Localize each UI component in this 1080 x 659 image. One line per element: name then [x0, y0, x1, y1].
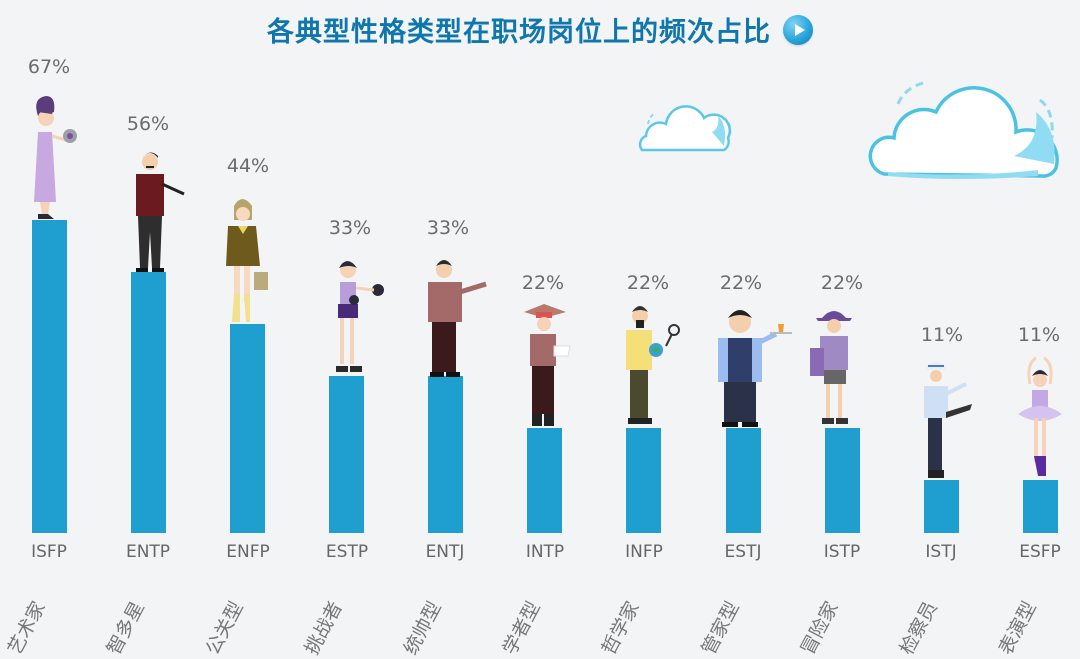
- category-code: ENTP: [125, 542, 171, 562]
- category-name: 表演型: [994, 597, 1041, 659]
- category-code: INFP: [625, 542, 663, 562]
- category-code: ENTJ: [425, 542, 465, 562]
- boxer-figure: [336, 261, 384, 372]
- category-code: ESTP: [325, 542, 369, 562]
- category-name: 检察员: [895, 597, 942, 659]
- cloud-icon: [868, 80, 1059, 179]
- value-label: 33%: [426, 217, 470, 239]
- presenter-figure: [136, 152, 185, 272]
- pr-woman-figure: [226, 199, 268, 322]
- category-code: ISTJ: [925, 542, 957, 562]
- bar-istj[interactable]: [924, 480, 959, 533]
- category-name: 挑战者: [300, 597, 347, 659]
- value-label: 56%: [126, 113, 170, 135]
- value-label: 22%: [521, 272, 565, 294]
- bar-estj[interactable]: [726, 428, 761, 533]
- inspector-figure: [924, 362, 972, 478]
- category-name: 公关型: [201, 597, 248, 659]
- value-label: 44%: [226, 155, 270, 177]
- bar-estp[interactable]: [329, 376, 364, 533]
- bar-infp[interactable]: [626, 428, 661, 533]
- category-name: 统帅型: [399, 597, 446, 659]
- play-circle-icon[interactable]: [783, 14, 813, 45]
- chart-title: 各典型性格类型在职场岗位上的频次占比: [0, 10, 1080, 49]
- bar-istp[interactable]: [825, 428, 860, 533]
- bar-entj[interactable]: [428, 376, 463, 533]
- category-code: ESTJ: [724, 542, 762, 562]
- category-code: ENFP: [226, 542, 270, 562]
- value-label: 22%: [626, 272, 670, 294]
- bar-enfp[interactable]: [230, 324, 265, 533]
- category-name: 哲学家: [597, 597, 644, 659]
- value-label: 22%: [820, 272, 864, 294]
- bar-entp[interactable]: [131, 272, 166, 533]
- commander-figure: [428, 260, 487, 377]
- chart-title-text: 各典型性格类型在职场岗位上的频次占比: [267, 17, 771, 48]
- bar-isfp[interactable]: [32, 220, 67, 533]
- value-label: 67%: [27, 56, 71, 78]
- category-name: 冒险家: [796, 597, 843, 659]
- value-label: 11%: [920, 324, 964, 346]
- value-label: 33%: [328, 217, 372, 239]
- value-label: 11%: [1017, 324, 1061, 346]
- category-name: 艺术家: [3, 597, 50, 659]
- category-name: 智多星: [102, 597, 149, 659]
- ballerina-figure: [1018, 356, 1062, 476]
- graduate-figure: [524, 304, 571, 426]
- category-code: ISTP: [823, 542, 861, 562]
- bar-esfp[interactable]: [1023, 480, 1058, 533]
- artist-figure: [34, 96, 77, 219]
- category-code: ISFP: [31, 542, 67, 562]
- adventurer-figure: [810, 311, 852, 424]
- philosopher-figure: [626, 306, 680, 424]
- value-label: 22%: [719, 272, 763, 294]
- category-code: ESFP: [1019, 542, 1061, 562]
- cloud-icon: [638, 105, 732, 152]
- category-name: 学者型: [498, 597, 545, 659]
- category-code: INTP: [525, 542, 565, 562]
- category-name: 管家型: [697, 597, 744, 659]
- bar-intp[interactable]: [527, 428, 562, 533]
- butler-figure: [718, 310, 792, 427]
